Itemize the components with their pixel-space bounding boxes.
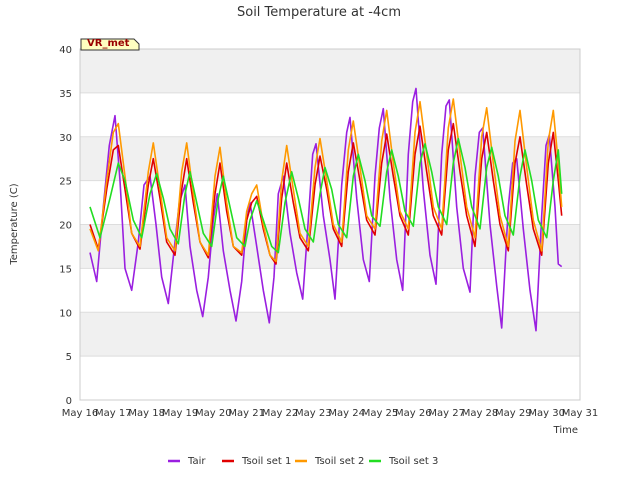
plot-frame — [79, 48, 581, 401]
annotation-box: VR_met — [80, 38, 140, 51]
y-tick-label: 0 — [66, 396, 72, 407]
x-tick-label: May 29 — [495, 408, 532, 419]
series-line — [89, 87, 563, 332]
y-tick-label: 25 — [59, 177, 72, 188]
x-tick-label: May 30 — [528, 408, 565, 419]
x-tick-label: May 21 — [228, 408, 265, 419]
legend-label: Tair — [187, 456, 206, 467]
x-tick-label: May 23 — [295, 408, 332, 419]
series-line — [89, 137, 563, 254]
legend-label: Tsoil set 3 — [388, 456, 438, 467]
x-tick-label: May 26 — [395, 408, 432, 419]
y-axis-label: Temperature (C) — [9, 183, 20, 265]
annotation-label: VR_met — [87, 38, 130, 49]
chart-title: Soil Temperature at -4cm — [237, 5, 401, 20]
series-line — [89, 98, 563, 263]
y-tick-label: 20 — [59, 221, 72, 232]
y-tick-label: 40 — [59, 45, 72, 56]
plot-band — [80, 312, 580, 357]
x-tick-label: May 17 — [95, 408, 132, 419]
x-tick-label: May 24 — [328, 408, 365, 419]
y-tick-label: 5 — [66, 352, 72, 363]
legend: Tair Tsoil set 1 Tsoil set 2 Tsoil set 3 — [168, 456, 438, 467]
x-tick-label: May 25 — [362, 408, 399, 419]
y-tick-label: 15 — [59, 264, 72, 275]
x-tick-label: May 31 — [562, 408, 599, 419]
x-tick-label: May 18 — [128, 408, 165, 419]
x-tick-label: May 19 — [162, 408, 199, 419]
x-tick-label: May 28 — [462, 408, 499, 419]
plot-band — [80, 49, 580, 93]
legend-label: Tsoil set 2 — [314, 456, 364, 467]
x-tick-label: May 16 — [62, 408, 99, 419]
plot-band — [80, 136, 580, 181]
legend-label: Tsoil set 1 — [241, 456, 291, 467]
x-tick-label: May 22 — [262, 408, 299, 419]
x-tick-label: May 20 — [195, 408, 232, 419]
y-tick-label: 30 — [59, 133, 72, 144]
series-line — [89, 122, 563, 265]
x-axis-label: Time — [553, 425, 578, 436]
x-tick-label: May 27 — [428, 408, 465, 419]
y-tick-label: 10 — [59, 308, 72, 319]
y-tick-label: 35 — [59, 89, 72, 100]
